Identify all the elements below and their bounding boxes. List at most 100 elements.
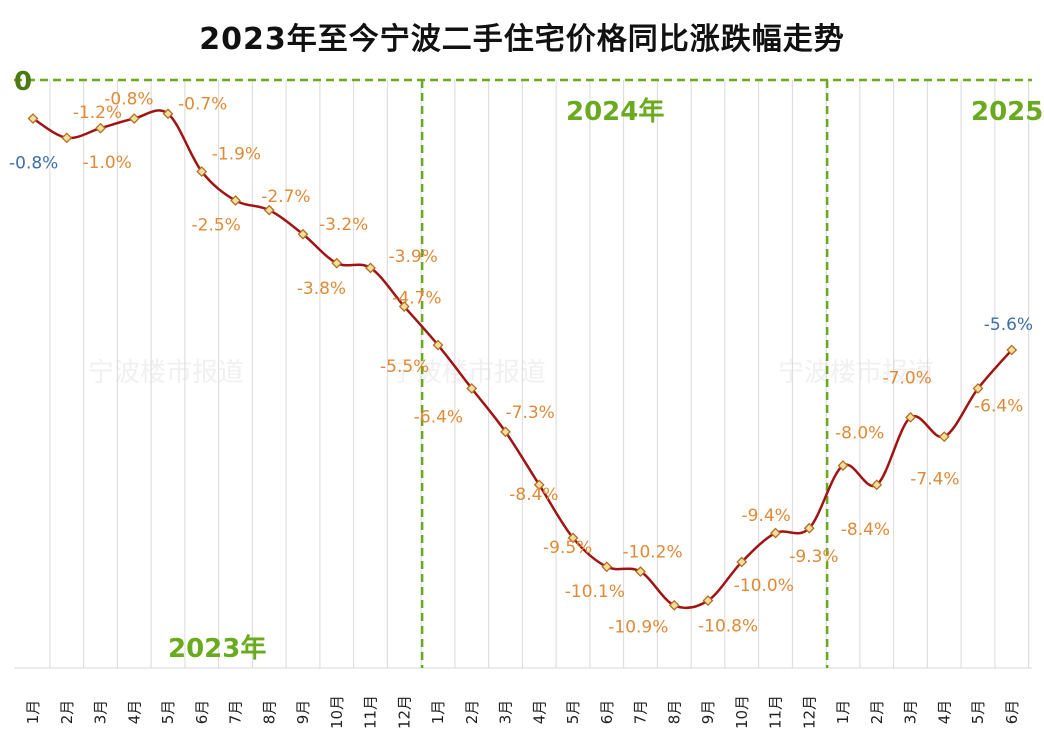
data-point-marker (601, 561, 613, 573)
year-label: 2025年 (971, 96, 1044, 127)
marker-layer (27, 108, 1018, 611)
data-point-marker (905, 411, 916, 423)
x-tick-label: 7月 (632, 700, 650, 725)
data-label: -10.1% (565, 582, 625, 602)
data-point-marker (365, 262, 376, 274)
data-point-marker (466, 383, 478, 394)
data-label: -3.2% (319, 215, 368, 235)
x-tick-label: 2月 (463, 700, 481, 725)
x-tick-label: 7月 (227, 700, 245, 725)
data-point-marker (61, 132, 73, 144)
year-label: 2024年 (566, 96, 664, 127)
data-label: -3.8% (297, 279, 346, 299)
data-point-marker (263, 204, 275, 216)
data-label: -10.0% (734, 576, 794, 596)
data-label: -0.8% (9, 154, 58, 174)
watermark-layer: 宁波楼市报道 宁波楼市报道 宁波楼市报道 (88, 358, 934, 388)
x-tick-label: 3月 (902, 700, 920, 725)
data-point-marker (871, 479, 883, 491)
x-tick-label: 1月 (24, 700, 42, 725)
data-point-marker (938, 431, 950, 443)
data-label: -10.2% (623, 543, 683, 563)
data-label-layer: -0.8%-1.2%-1.0%-0.8% -0.7%-1.9%-2.5%-2.7%… (9, 90, 1033, 638)
series-line (32, 109, 1013, 610)
data-label: -8.4% (841, 520, 890, 540)
data-label: -2.5% (192, 215, 241, 235)
x-tick-label: 5月 (564, 700, 582, 725)
data-point-marker (27, 113, 39, 124)
data-point-marker (95, 122, 106, 134)
data-label: -7.3% (506, 403, 555, 423)
data-label: -10.9% (608, 617, 668, 637)
x-tick-label: 12月 (800, 695, 818, 729)
data-point-marker (230, 195, 241, 206)
data-point-marker (196, 166, 208, 177)
data-label: -1.9% (212, 145, 261, 165)
data-label: -5.5% (380, 357, 429, 377)
x-tick-label: 9月 (699, 700, 717, 725)
zero-label: 0 (14, 67, 32, 97)
data-point-marker (500, 426, 511, 438)
data-point-marker (837, 460, 849, 471)
grid-layer (14, 80, 1032, 669)
x-axis-tick-layer: 1月 2月 3月 4月 5月 6月 7月 8月 9月 10月 11月 12月 1月 2月 3月 4月 5月 6月 7… (24, 695, 1021, 729)
data-point-marker (668, 599, 680, 611)
data-label: -7.0% (883, 368, 932, 388)
x-tick-label: 6月 (1003, 700, 1021, 725)
x-tick-label: 8月 (260, 700, 278, 725)
year-label: 2023年 (168, 633, 266, 664)
data-point-marker (533, 479, 545, 491)
data-label: -8.0% (835, 424, 884, 444)
x-tick-label: 11月 (767, 695, 785, 729)
x-tick-label: 11月 (362, 695, 380, 729)
x-tick-label: 5月 (969, 700, 987, 725)
data-point-marker (702, 595, 714, 606)
data-label: -4.7% (392, 289, 441, 309)
data-point-marker (331, 257, 343, 269)
x-tick-label: 1月 (429, 700, 447, 725)
data-label: -1.0% (83, 153, 132, 173)
x-tick-label: 4月 (530, 700, 548, 725)
x-tick-label: 2月 (868, 700, 886, 725)
watermark-text: 宁波楼市报道 (778, 358, 934, 388)
data-point-marker (736, 556, 748, 568)
data-label: -2.7% (261, 187, 310, 207)
x-tick-label: 6月 (598, 700, 616, 725)
data-point-marker (162, 108, 174, 120)
x-tick-label: 4月 (935, 700, 953, 725)
data-label: -3.9% (389, 247, 438, 267)
data-label: -0.8% (104, 90, 153, 110)
x-tick-label: 10月 (733, 695, 751, 729)
data-point-marker (128, 113, 140, 124)
data-point-marker (803, 522, 815, 534)
data-point-marker (297, 228, 309, 240)
data-label: -0.7% (178, 95, 227, 115)
data-label: -10.8% (698, 617, 758, 637)
x-tick-label: 3月 (497, 700, 515, 725)
x-tick-label: 1月 (834, 700, 852, 725)
data-label: -5.6% (984, 315, 1033, 335)
year-divider-layer: 0 2023年 2024年 2025年 (14, 67, 1044, 668)
x-tick-label: 2月 (58, 700, 76, 725)
watermark-text: 宁波楼市报道 (88, 358, 244, 388)
x-tick-label: 10月 (328, 695, 346, 729)
x-tick-label: 9月 (294, 700, 312, 725)
data-point-marker (635, 566, 646, 578)
x-tick-label: 3月 (92, 700, 110, 725)
chart-title: 2023年至今宁波二手住宅价格同比涨跌幅走势 (199, 22, 845, 57)
x-tick-label: 6月 (193, 700, 211, 725)
data-point-marker (398, 301, 410, 312)
x-tick-label: 12月 (395, 695, 413, 729)
x-tick-label: 5月 (159, 700, 177, 725)
data-point-marker (770, 527, 781, 539)
data-label: -1.2% (73, 103, 122, 123)
data-label: -7.4% (910, 470, 959, 490)
data-point-marker (1006, 344, 1018, 356)
data-label: -9.4% (742, 506, 791, 526)
x-tick-label: 4月 (125, 700, 143, 725)
data-label: -9.3% (789, 547, 838, 567)
data-label: -9.5% (543, 538, 592, 558)
data-label: -8.4% (509, 485, 558, 505)
data-point-marker (432, 339, 444, 351)
